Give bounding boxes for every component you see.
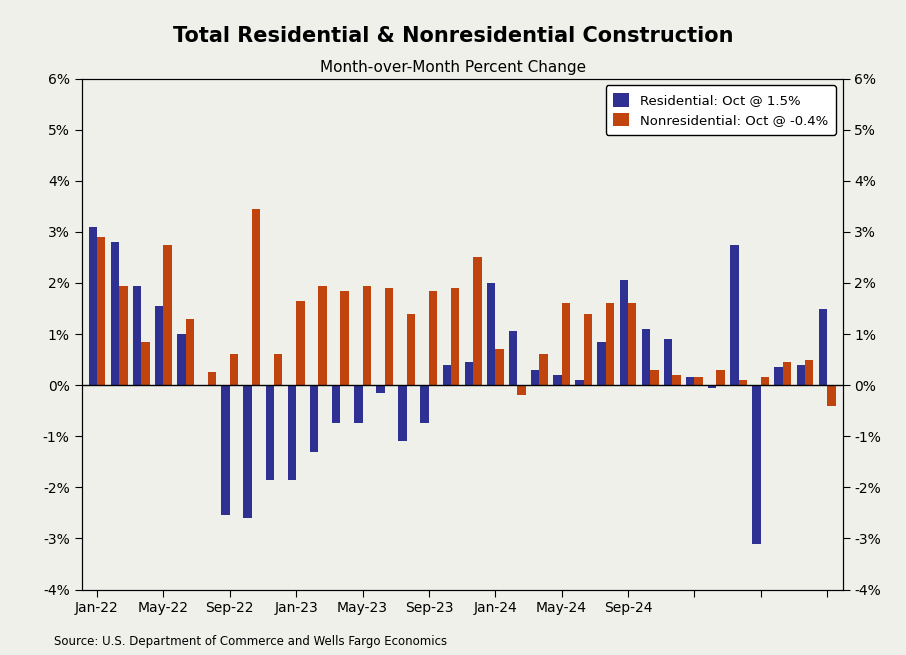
Bar [399, 385, 407, 441]
Bar [651, 370, 659, 385]
Bar [274, 354, 283, 385]
Bar [97, 237, 105, 385]
Bar [407, 314, 415, 385]
Bar [708, 385, 717, 388]
Bar [252, 209, 260, 385]
Bar [554, 375, 562, 385]
Bar [738, 380, 747, 385]
Bar [318, 286, 327, 385]
Bar [686, 377, 694, 385]
Bar [341, 291, 349, 385]
Bar [606, 303, 614, 385]
Bar [429, 291, 438, 385]
Bar [362, 286, 371, 385]
Bar [265, 385, 274, 479]
Bar [244, 385, 252, 518]
Bar [620, 280, 628, 385]
Bar [783, 362, 791, 385]
Bar [141, 342, 149, 385]
Bar [120, 286, 128, 385]
Bar [664, 339, 672, 385]
Text: Total Residential & Nonresidential Construction: Total Residential & Nonresidential Const… [173, 26, 733, 47]
Bar [207, 372, 216, 385]
Bar [672, 375, 680, 385]
Legend: Residential: Oct @ 1.5%, Nonresidential: Oct @ -0.4%: Residential: Oct @ 1.5%, Nonresidential:… [605, 85, 836, 135]
Bar [805, 360, 814, 385]
Bar [221, 385, 230, 515]
Bar [163, 244, 172, 385]
Bar [752, 385, 761, 544]
Bar [730, 244, 738, 385]
Bar [597, 342, 606, 385]
Text: Month-over-Month Percent Change: Month-over-Month Percent Change [320, 60, 586, 75]
Bar [694, 377, 703, 385]
Bar [575, 380, 583, 385]
Bar [155, 306, 163, 385]
Bar [177, 334, 186, 385]
Bar [332, 385, 341, 423]
Bar [288, 385, 296, 479]
Bar [819, 309, 827, 385]
Bar [473, 257, 481, 385]
Bar [583, 314, 593, 385]
Bar [89, 227, 97, 385]
Bar [111, 242, 120, 385]
Bar [539, 354, 548, 385]
Bar [443, 365, 451, 385]
Bar [628, 303, 636, 385]
Bar [487, 283, 496, 385]
Bar [496, 349, 504, 385]
Bar [641, 329, 651, 385]
Bar [761, 377, 769, 385]
Text: Source: U.S. Department of Commerce and Wells Fargo Economics: Source: U.S. Department of Commerce and … [54, 635, 448, 648]
Bar [186, 319, 194, 385]
Bar [517, 385, 525, 396]
Bar [133, 286, 141, 385]
Bar [562, 303, 570, 385]
Bar [827, 385, 835, 405]
Bar [296, 301, 304, 385]
Bar [376, 385, 385, 393]
Bar [509, 331, 517, 385]
Bar [717, 370, 725, 385]
Bar [230, 354, 238, 385]
Bar [796, 365, 805, 385]
Bar [420, 385, 429, 423]
Bar [465, 362, 473, 385]
Bar [451, 288, 459, 385]
Bar [310, 385, 318, 451]
Bar [531, 370, 539, 385]
Bar [385, 288, 393, 385]
Bar [354, 385, 362, 423]
Bar [775, 367, 783, 385]
